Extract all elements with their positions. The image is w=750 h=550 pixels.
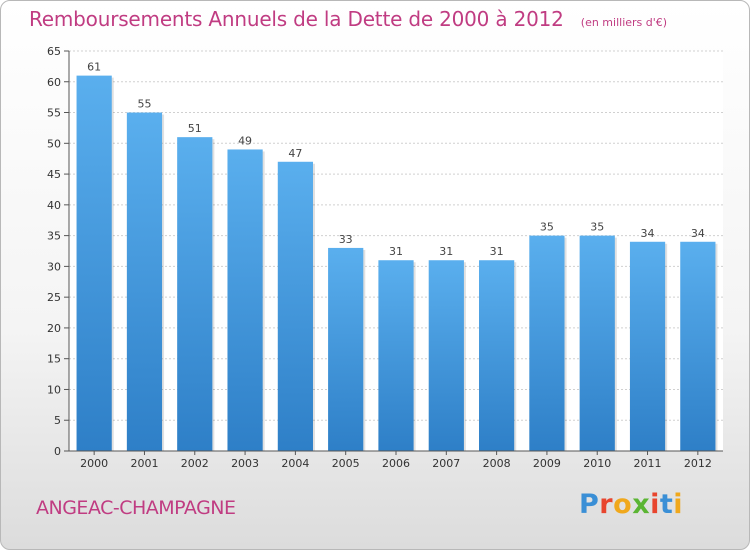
bar-group: 34 xyxy=(629,227,668,451)
data-label: 35 xyxy=(540,221,554,234)
x-tick-label: 2004 xyxy=(281,457,309,470)
x-tick-label: 2009 xyxy=(533,457,561,470)
x-tick-label: 2000 xyxy=(80,457,108,470)
y-tick-label: 40 xyxy=(47,199,61,212)
data-label: 47 xyxy=(288,147,302,160)
data-label: 31 xyxy=(490,245,504,258)
x-tick-label: 2006 xyxy=(382,457,410,470)
bar xyxy=(479,260,515,451)
bar xyxy=(177,137,213,451)
data-label: 31 xyxy=(439,245,453,258)
y-tick-label: 10 xyxy=(47,383,61,396)
bar-group: 31 xyxy=(428,245,466,451)
bar-group: 47 xyxy=(277,147,315,451)
y-tick-label: 45 xyxy=(47,168,61,181)
bar-group: 31 xyxy=(378,245,416,451)
x-tick-label: 2002 xyxy=(181,457,209,470)
y-tick-label: 15 xyxy=(47,353,61,366)
title-row: Remboursements Annuels de la Dette de 20… xyxy=(29,7,667,31)
x-tick-label: 2001 xyxy=(130,457,158,470)
y-tick-label: 35 xyxy=(47,230,61,243)
x-tick-label: 2005 xyxy=(332,457,360,470)
bar xyxy=(579,235,615,451)
bar xyxy=(629,241,666,451)
bar-group: 35 xyxy=(529,221,567,451)
y-tick-label: 5 xyxy=(54,414,61,427)
data-label: 33 xyxy=(339,233,353,246)
bar xyxy=(428,260,464,451)
bars-layer: 61 55 51 49 47 33 31 31 31 35 35 34 34 xyxy=(76,61,718,452)
data-label: 61 xyxy=(87,61,101,74)
brand-logo[interactable]: Proxiti xyxy=(579,489,684,520)
x-tick-label: 2012 xyxy=(684,457,712,470)
x-tick-label: 2003 xyxy=(231,457,259,470)
y-tick-label: 65 xyxy=(47,45,61,58)
bar xyxy=(378,260,414,451)
data-label: 31 xyxy=(389,245,403,258)
y-tick-label: 0 xyxy=(54,445,61,458)
bar-group: 61 xyxy=(76,61,114,451)
chart-unit: (en milliers d'€) xyxy=(580,16,668,29)
data-label: 51 xyxy=(188,122,202,135)
bar-group: 35 xyxy=(579,221,617,451)
bar-group: 51 xyxy=(177,122,215,451)
city-name: ANGEAC-CHAMPAGNE xyxy=(36,497,236,519)
bar-group: 49 xyxy=(227,134,265,451)
bar xyxy=(227,149,263,451)
bar xyxy=(680,241,716,451)
bar-group: 34 xyxy=(680,227,718,451)
bar xyxy=(76,75,112,451)
chart-title: Remboursements Annuels de la Dette de 20… xyxy=(29,7,564,31)
bar xyxy=(529,235,565,451)
bar xyxy=(277,161,313,451)
axis-layer: 0 5 10 15 20 25 30 35 40 45 50 55 60 65 2000 2001 2002 20… xyxy=(47,45,723,470)
y-tick-label: 55 xyxy=(47,107,61,120)
x-tick-label: 2007 xyxy=(432,457,460,470)
bar-group: 33 xyxy=(328,233,366,451)
y-tick-label: 60 xyxy=(47,76,61,89)
y-tick-label: 20 xyxy=(47,322,61,335)
data-label: 35 xyxy=(590,221,604,234)
data-label: 34 xyxy=(641,227,655,240)
y-tick-label: 25 xyxy=(47,291,61,304)
bar xyxy=(126,112,163,452)
x-tick-label: 2011 xyxy=(634,457,662,470)
data-label: 49 xyxy=(238,134,252,147)
data-label: 55 xyxy=(137,98,151,111)
bar-group: 31 xyxy=(479,245,517,451)
data-label: 34 xyxy=(691,227,705,240)
y-tick-label: 30 xyxy=(47,260,61,273)
bar xyxy=(328,247,364,451)
x-tick-label: 2010 xyxy=(583,457,611,470)
bar-group: 55 xyxy=(126,98,165,452)
x-tick-label: 2008 xyxy=(483,457,511,470)
y-tick-label: 50 xyxy=(47,137,61,150)
